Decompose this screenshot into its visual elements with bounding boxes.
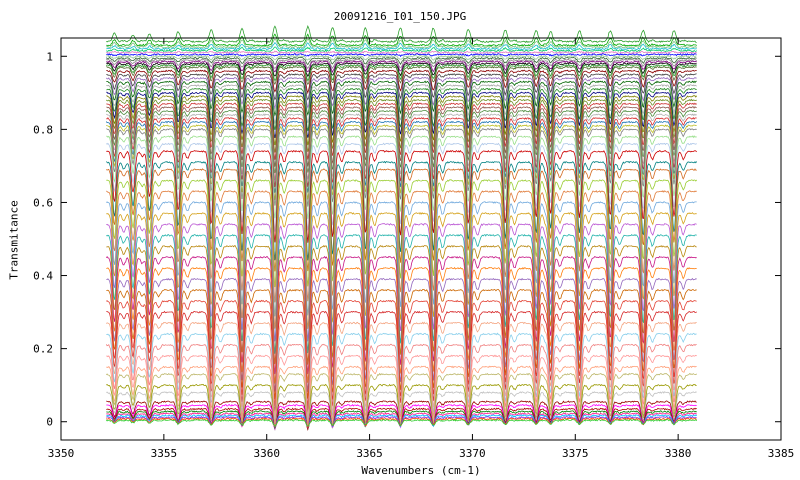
y-axis-label: Transmitance xyxy=(7,200,21,280)
spectrum-series-line xyxy=(106,91,697,138)
chart-title: 20091216_I01_150.JPG xyxy=(333,10,467,23)
spectrum-series-line xyxy=(106,54,697,61)
axis-layer: 3350 3355 3360 3365 3370 3375 3380 3385 0 0.2 0.4 0… xyxy=(33,38,794,460)
spectrum-series-line xyxy=(106,64,697,82)
spectrum-series-line xyxy=(106,50,697,54)
y-tick-label: 1 xyxy=(46,50,53,63)
y-tick-label: 0.6 xyxy=(33,196,53,209)
x-tick-label: 3350 xyxy=(48,447,75,460)
spectrum-series-line xyxy=(106,33,697,47)
spectrum-series-line xyxy=(106,149,697,243)
spectrum-series-line xyxy=(106,168,697,272)
x-tick-label: 3370 xyxy=(459,447,486,460)
x-tick-label: 3385 xyxy=(768,447,795,460)
spectrum-series-line xyxy=(106,60,697,74)
spectrum-series-line xyxy=(106,65,697,86)
x-axis-label: Wavenumbers (cm-1) xyxy=(361,464,481,477)
spectrum-series-line xyxy=(106,84,697,124)
spectrum-series-line xyxy=(106,52,697,58)
y-tick-label: 0.4 xyxy=(33,270,53,283)
spectrum-series-line xyxy=(106,38,697,49)
spectrum-series-line xyxy=(106,179,698,288)
spectrum-series-line xyxy=(106,56,697,66)
spectrum-series-line xyxy=(106,76,697,110)
plot-frame xyxy=(60,37,782,441)
series-layer xyxy=(105,24,698,432)
spectrum-series-line xyxy=(106,73,697,101)
x-tick-label: 3355 xyxy=(151,447,178,460)
spectrum-series-line xyxy=(106,135,697,219)
y-tick-label: 0.2 xyxy=(33,343,53,356)
x-tick-label: 3380 xyxy=(665,447,692,460)
spectrum-series-line xyxy=(106,62,697,78)
spectrum-series-line xyxy=(105,418,698,428)
spectrum-series-line xyxy=(106,69,697,95)
spectrum-series-line xyxy=(106,128,697,207)
y-tick-label: 0.8 xyxy=(33,123,53,136)
spectrum-series-line xyxy=(106,41,697,51)
x-tick-label: 3360 xyxy=(253,447,280,460)
spectrum-series-line xyxy=(106,46,697,53)
x-tick-label: 3365 xyxy=(356,447,383,460)
spectrum-series-line xyxy=(106,58,697,70)
spectrum-series-line xyxy=(106,87,697,132)
spectrum-series-line xyxy=(106,95,698,146)
spectrum-series-line xyxy=(106,24,697,44)
x-tick-label: 3375 xyxy=(562,447,589,460)
spectrum-series-line xyxy=(106,80,697,117)
y-tick-label: 0 xyxy=(46,416,53,429)
